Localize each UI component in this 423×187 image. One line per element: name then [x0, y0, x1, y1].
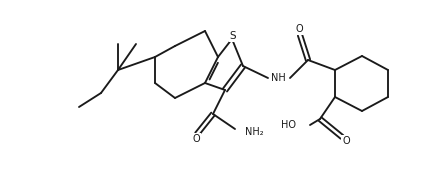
Text: NH: NH [271, 73, 286, 83]
Text: O: O [192, 134, 200, 144]
Text: O: O [295, 24, 303, 34]
Text: NH₂: NH₂ [245, 127, 264, 137]
Text: O: O [342, 136, 350, 146]
Text: HO: HO [281, 120, 296, 130]
Text: S: S [230, 31, 236, 41]
